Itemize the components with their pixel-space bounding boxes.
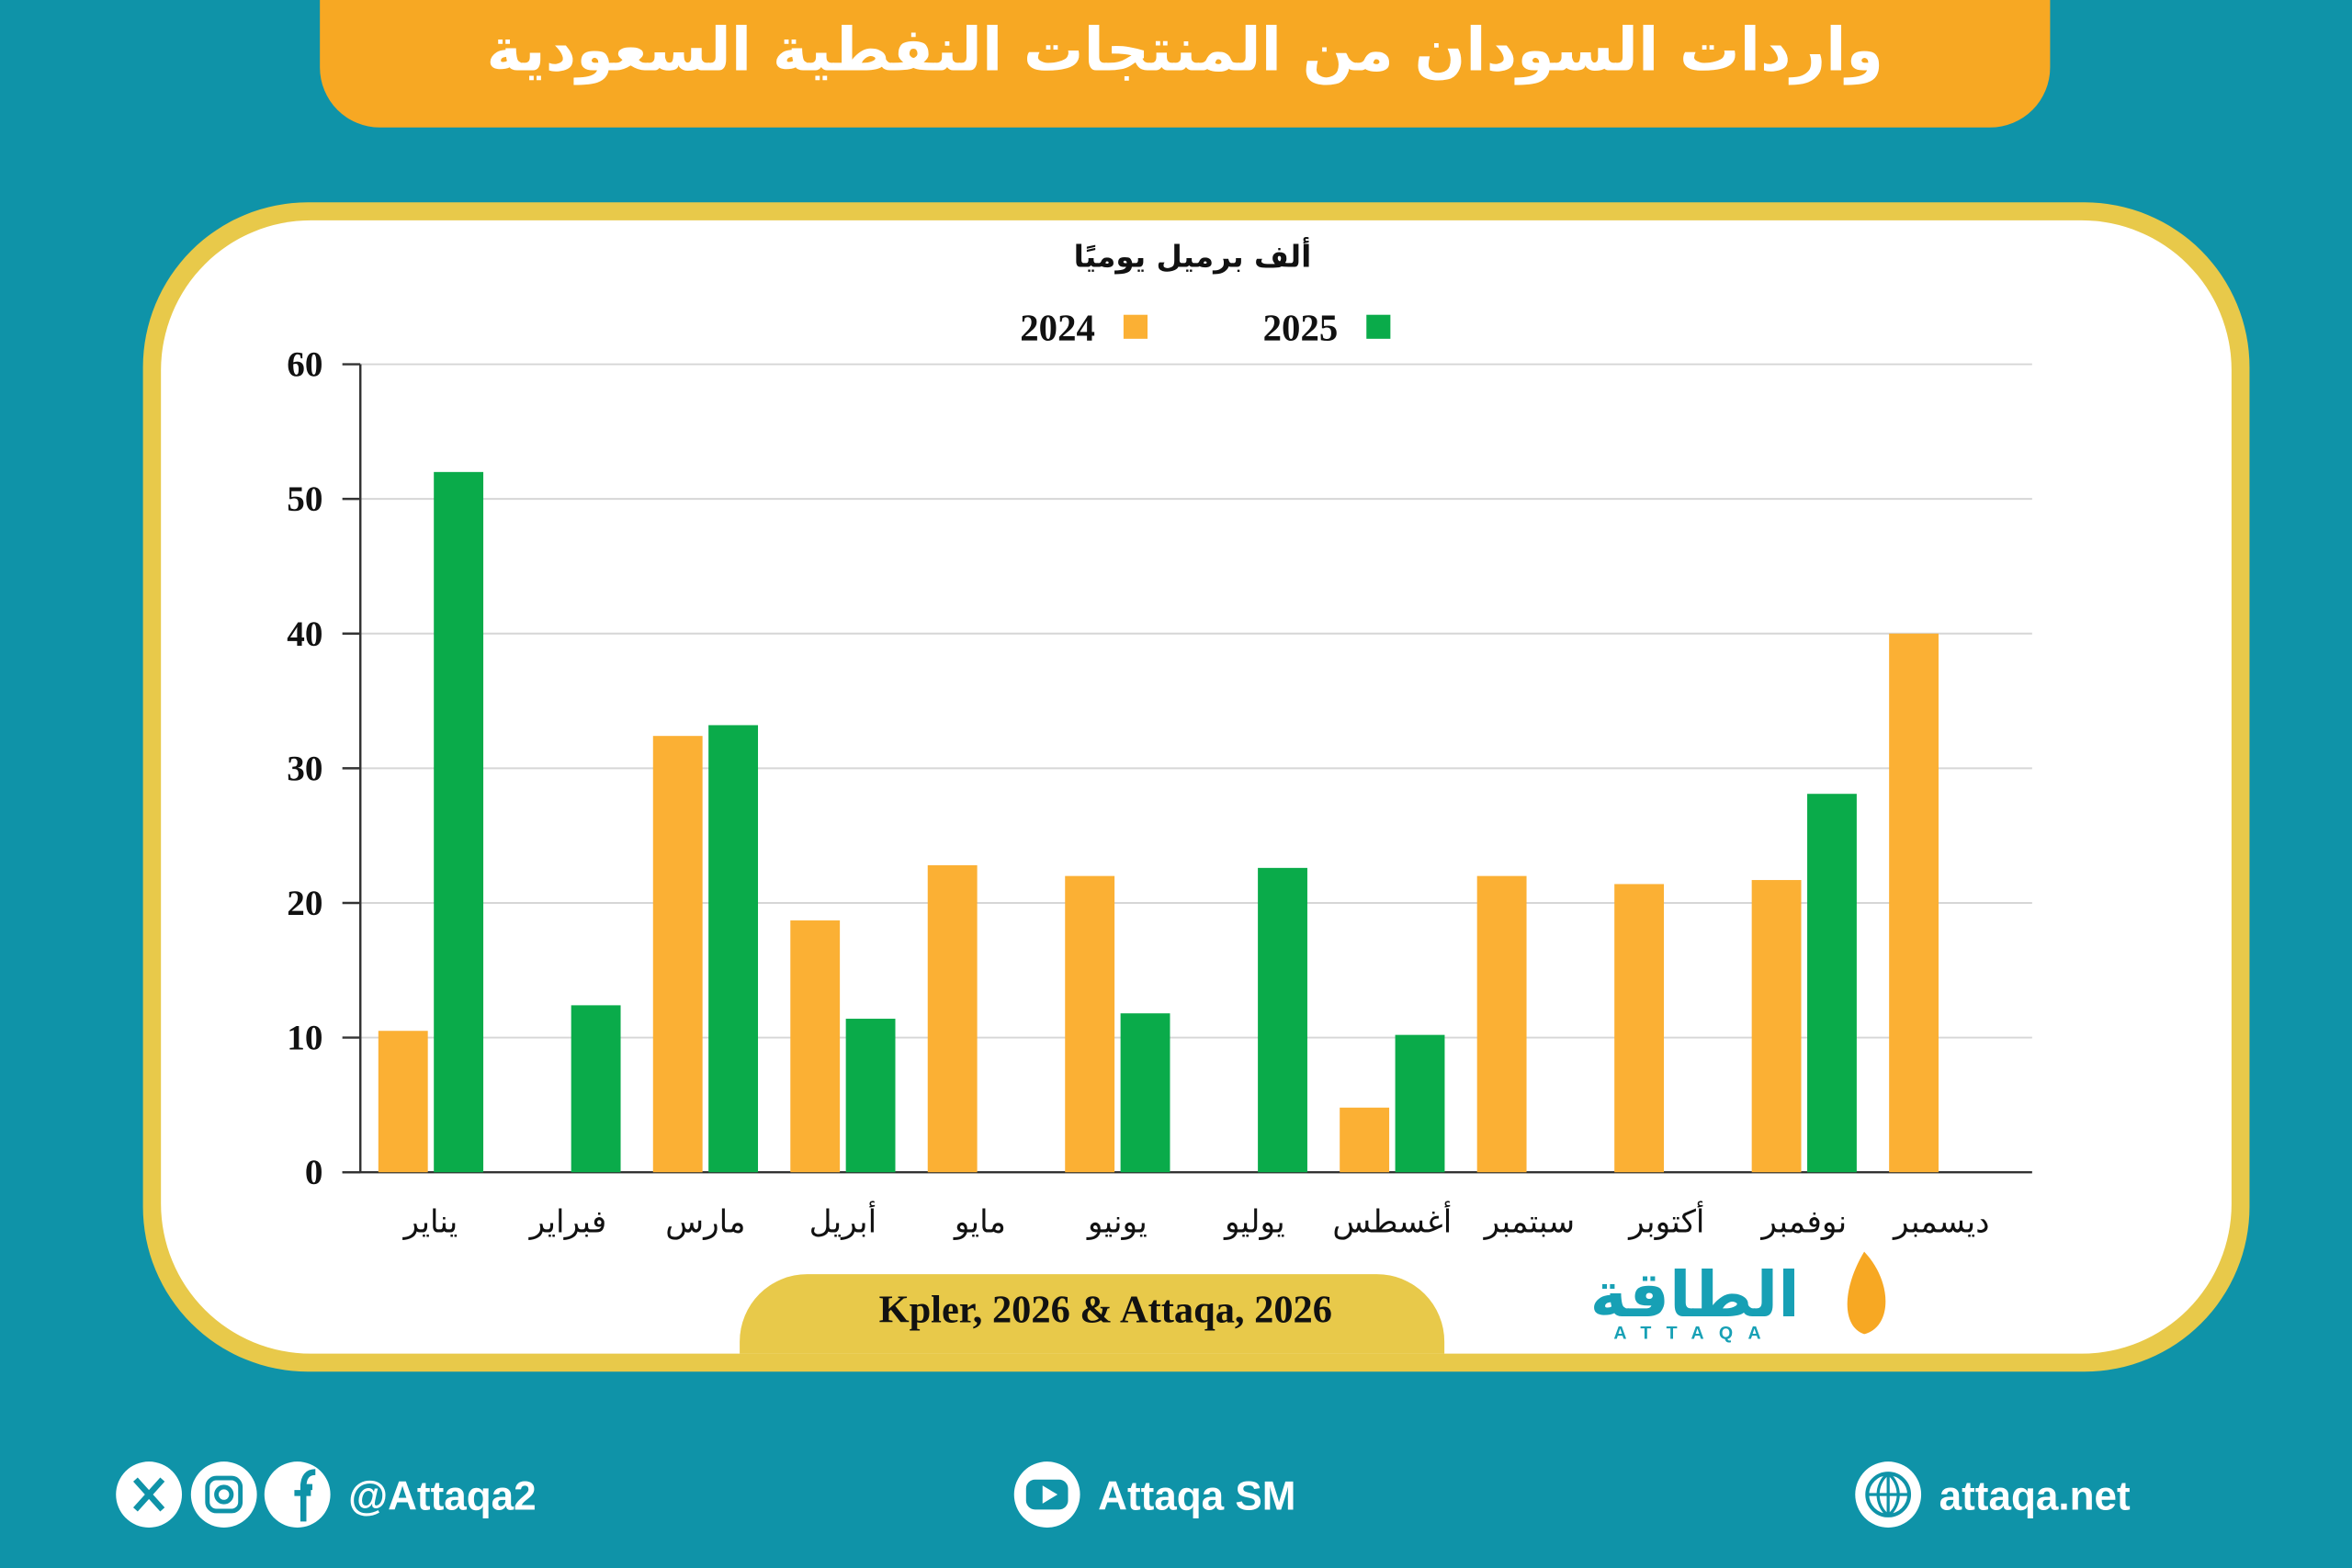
x-glyph (133, 1477, 165, 1512)
bar (845, 1019, 896, 1173)
bar (1807, 794, 1857, 1173)
footer-icons (116, 1461, 1922, 1528)
title-banner (320, 0, 2051, 128)
x-tick-label: نوفمبر (1759, 1203, 1847, 1240)
legend-label: 2024 (1020, 307, 1095, 348)
x-tick-label: سبتمبر (1483, 1203, 1575, 1240)
bar (1614, 884, 1665, 1173)
y-tick-label: 60 (287, 345, 322, 385)
facebook-glyph (294, 1469, 316, 1522)
youtube-play (1042, 1485, 1058, 1504)
source: Kpler, 2026 & Attaqa, 2026 (879, 1288, 1332, 1331)
bar (790, 920, 841, 1173)
y-tick-label: 40 (287, 615, 322, 654)
x-tick-label: مايو (953, 1203, 1006, 1240)
source-box (740, 1274, 1445, 1354)
x-tick-label: أبريل (809, 1201, 876, 1240)
bar (434, 471, 484, 1173)
legend-label: 2025 (1263, 307, 1339, 348)
y-tick-label: 50 (287, 479, 322, 519)
y-tick-label: 30 (287, 749, 322, 788)
bar (1340, 1107, 1390, 1173)
instagram-glyph (205, 1475, 243, 1514)
social-handle[interactable]: @Attaqa2 (348, 1473, 536, 1518)
y-tick-label: 10 (287, 1019, 322, 1058)
x-tick-label: مارس (665, 1203, 745, 1240)
y-unit: ألف برميل يوميًا (1074, 236, 1312, 274)
youtube-handle[interactable]: Attaqa SM (1098, 1473, 1295, 1518)
instagram-lens (214, 1484, 234, 1505)
bar (571, 1005, 621, 1173)
bar (1395, 1034, 1445, 1173)
bar (1065, 875, 1115, 1173)
legend-swatch (1123, 314, 1148, 339)
bar (1476, 875, 1527, 1173)
bar (652, 736, 703, 1173)
bar (708, 725, 759, 1173)
bar (1889, 633, 1939, 1173)
bar (378, 1031, 428, 1173)
x-tick-label: فبراير (528, 1203, 607, 1240)
x-tick-label: يونيو (1086, 1203, 1148, 1240)
x-tick-label: أكتوبر (1627, 1201, 1704, 1240)
bar (1751, 880, 1802, 1173)
bar (927, 864, 978, 1173)
bar (1120, 1013, 1170, 1173)
x-tick-label: أغسطس (1332, 1201, 1452, 1240)
website[interactable]: attaqa.net (1939, 1473, 2131, 1518)
x-tick-label: يوليو (1223, 1203, 1285, 1240)
logo-text: الطاقة (1590, 1258, 1800, 1332)
logo-subtext: ATTAQA (1613, 1323, 1776, 1343)
logo-drop (1847, 1251, 1886, 1335)
x-tick-label: ديسمبر (1892, 1203, 1989, 1240)
instagram-icon[interactable] (190, 1461, 257, 1528)
x-tick-label: يناير (402, 1203, 458, 1240)
title: واردات السودان من المنتجات النفطية السعو… (487, 16, 1883, 86)
legend-swatch (1366, 314, 1391, 339)
y-tick-label: 0 (305, 1153, 323, 1192)
bar (1258, 867, 1307, 1173)
globe-lines (1867, 1472, 1910, 1517)
y-tick-label: 20 (287, 884, 322, 923)
